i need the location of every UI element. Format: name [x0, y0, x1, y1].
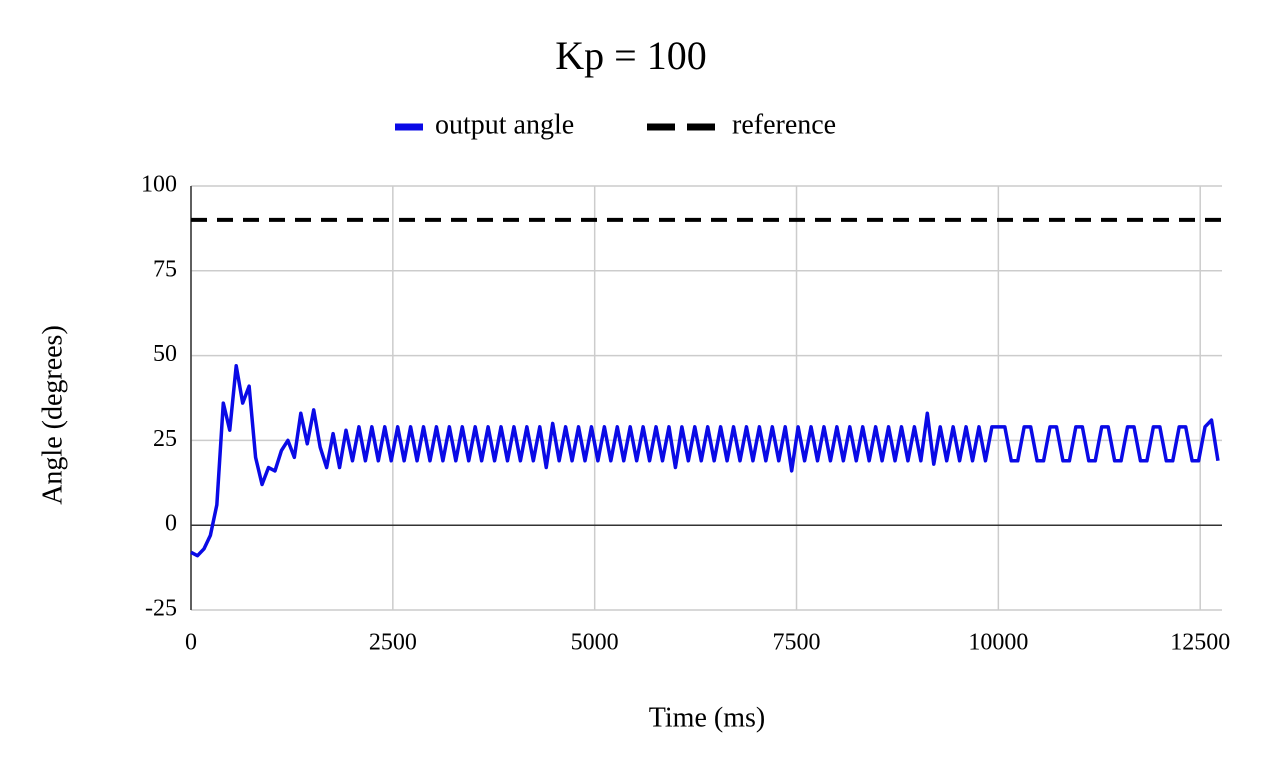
x-tick-label: 12500 — [1170, 630, 1230, 656]
legend-label: reference — [732, 109, 836, 140]
x-axis-title: Time (ms) — [649, 702, 765, 733]
y-tick-label: 100 — [141, 172, 177, 198]
x-tick-label: 0 — [185, 630, 197, 656]
legend-label: output angle — [435, 109, 574, 140]
x-tick-label: 5000 — [571, 630, 619, 656]
x-tick-label: 7500 — [773, 630, 821, 656]
chart-title: Kp = 100 — [555, 33, 706, 78]
y-tick-label: 75 — [153, 256, 177, 282]
y-tick-label: 0 — [165, 511, 177, 537]
x-tick-label: 2500 — [369, 630, 417, 656]
y-axis-title: Angle (degrees) — [37, 325, 68, 505]
y-tick-label: 25 — [153, 426, 177, 452]
x-tick-label: 10000 — [968, 630, 1028, 656]
series-line — [190, 364, 1220, 558]
y-tick-label: 50 — [153, 341, 177, 367]
y-tick-label: -25 — [145, 596, 177, 622]
